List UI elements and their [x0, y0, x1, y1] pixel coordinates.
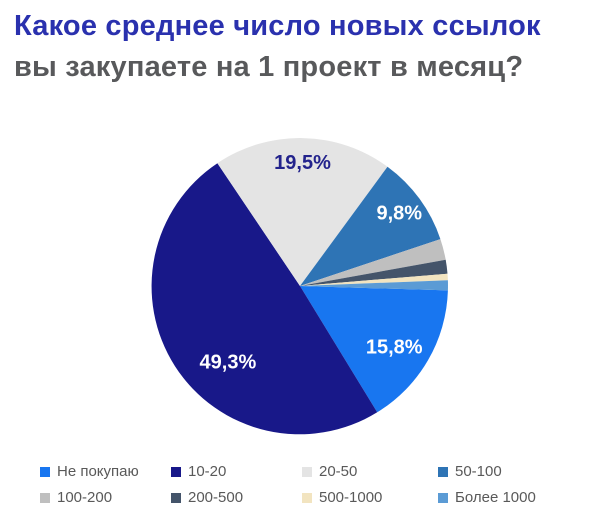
legend-swatch-4 [40, 492, 50, 503]
legend-item-2: 20-50 [302, 463, 438, 480]
legend-label-7: Более 1000 [455, 489, 536, 506]
legend-item-6: 500-1000 [302, 489, 438, 506]
pie-slice-label-0: 15,8% [366, 337, 423, 359]
pie-chart: 15,8% 49,3% 19,5% 9,8% [151, 138, 448, 435]
legend-label-5: 200-500 [188, 489, 244, 506]
pie-slice-6 [300, 273, 448, 286]
legend-swatch-2 [302, 466, 312, 477]
legend-item-4: 100-200 [40, 489, 171, 506]
pie-slice-label-2: 19,5% [274, 152, 331, 174]
pie-slice-label-1: 49,3% [200, 351, 257, 373]
legend-item-3: 50-100 [438, 463, 536, 480]
legend-swatch-5 [171, 492, 181, 503]
legend-item-0: Не покупаю [40, 463, 171, 480]
legend-label-1: 10-20 [188, 463, 227, 480]
page-title: Какое среднее число новых ссылок вы заку… [14, 6, 541, 88]
legend-swatch-6 [302, 492, 312, 503]
pie-slice-4 [300, 239, 446, 286]
legend-swatch-0 [40, 466, 50, 477]
chart-legend: Не покупаю 10-20 20-50 50-100 100-200 200-500… [40, 463, 536, 506]
title-line1: Какое среднее число новых ссылок [14, 10, 541, 42]
legend-item-5: 200-500 [171, 489, 302, 506]
legend-label-3: 50-100 [455, 463, 502, 480]
legend-item-7: Более 1000 [438, 489, 536, 506]
pie-slice-3 [300, 166, 441, 286]
legend-label-0: Не покупаю [57, 463, 139, 480]
pie-slice-0 [300, 286, 448, 413]
legend-swatch-1 [171, 466, 181, 477]
legend-item-1: 10-20 [171, 463, 302, 480]
title-line2: вы закупаете на 1 проект в месяц? [14, 51, 524, 83]
pie-slice-1 [151, 163, 378, 435]
pie-slice-2 [217, 138, 388, 286]
pie-slice-7 [300, 280, 448, 291]
legend-label-2: 20-50 [319, 463, 358, 480]
legend-swatch-3 [438, 466, 448, 477]
pie-slice-5 [300, 259, 448, 286]
legend-label-4: 100-200 [57, 489, 113, 506]
pie-slice-label-3: 9,8% [377, 203, 423, 225]
legend-label-6: 500-1000 [319, 489, 383, 506]
legend-swatch-7 [438, 492, 448, 503]
